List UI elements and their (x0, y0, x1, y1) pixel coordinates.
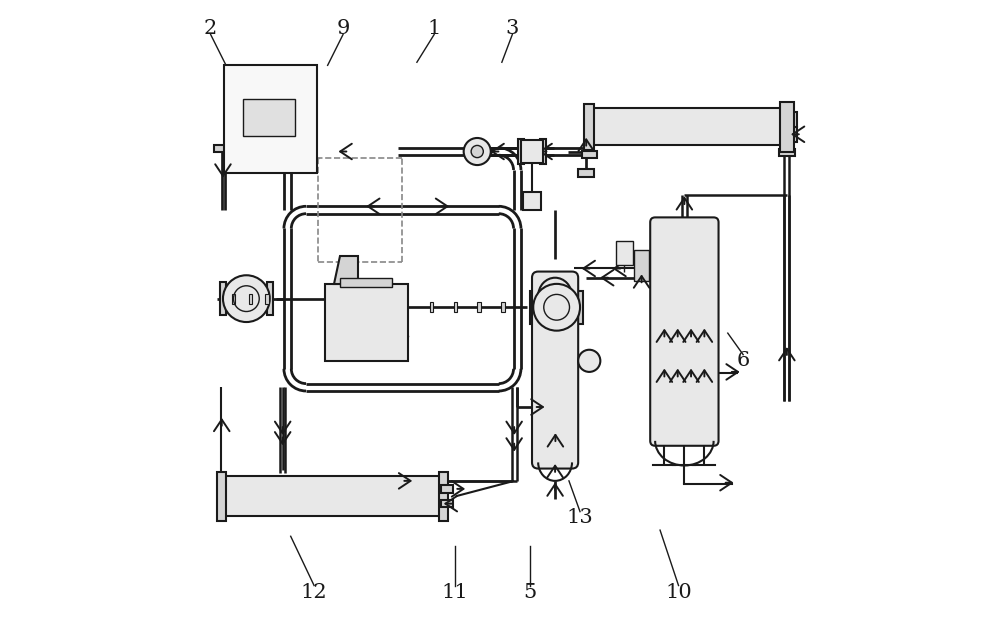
Text: 1: 1 (427, 19, 441, 38)
Text: 3: 3 (506, 19, 519, 38)
Bar (584, 104, 594, 151)
FancyBboxPatch shape (532, 271, 578, 468)
Bar (224, 65, 317, 173)
Bar (249, 294, 252, 304)
Bar (439, 471, 448, 521)
Text: 9: 9 (336, 19, 350, 38)
Bar (530, 291, 536, 324)
Bar (243, 99, 295, 136)
Bar (521, 141, 543, 163)
Bar (267, 282, 273, 315)
Bar (232, 294, 235, 304)
Bar (214, 145, 232, 152)
Bar (523, 191, 541, 210)
Bar (220, 282, 226, 315)
Bar (780, 102, 794, 152)
Text: 5: 5 (523, 584, 536, 602)
Bar (325, 284, 408, 361)
Bar (477, 302, 481, 312)
Bar (790, 126, 797, 142)
Bar (222, 476, 443, 516)
Bar (582, 151, 597, 159)
Bar (790, 112, 797, 127)
Text: 11: 11 (442, 584, 468, 602)
Bar (578, 170, 594, 176)
Text: 12: 12 (301, 584, 327, 602)
Bar (340, 278, 392, 287)
Circle shape (578, 350, 600, 372)
Bar (518, 139, 524, 164)
Circle shape (471, 146, 483, 157)
Bar (779, 149, 795, 157)
Circle shape (464, 138, 491, 165)
Circle shape (533, 284, 580, 331)
Bar (577, 291, 583, 324)
Bar (616, 241, 633, 265)
Bar (589, 109, 783, 146)
Bar (454, 302, 457, 312)
Text: 2: 2 (204, 19, 217, 38)
Text: 10: 10 (665, 584, 692, 602)
Text: 6: 6 (737, 351, 750, 370)
Text: 13: 13 (567, 508, 593, 528)
Bar (217, 471, 226, 521)
Bar (265, 294, 269, 304)
Bar (441, 485, 453, 492)
Circle shape (223, 275, 270, 322)
FancyBboxPatch shape (650, 217, 719, 445)
Bar (441, 500, 453, 507)
Bar (430, 302, 433, 312)
Bar (540, 139, 546, 164)
Bar (501, 302, 505, 312)
Polygon shape (334, 256, 358, 284)
Bar (634, 250, 649, 281)
